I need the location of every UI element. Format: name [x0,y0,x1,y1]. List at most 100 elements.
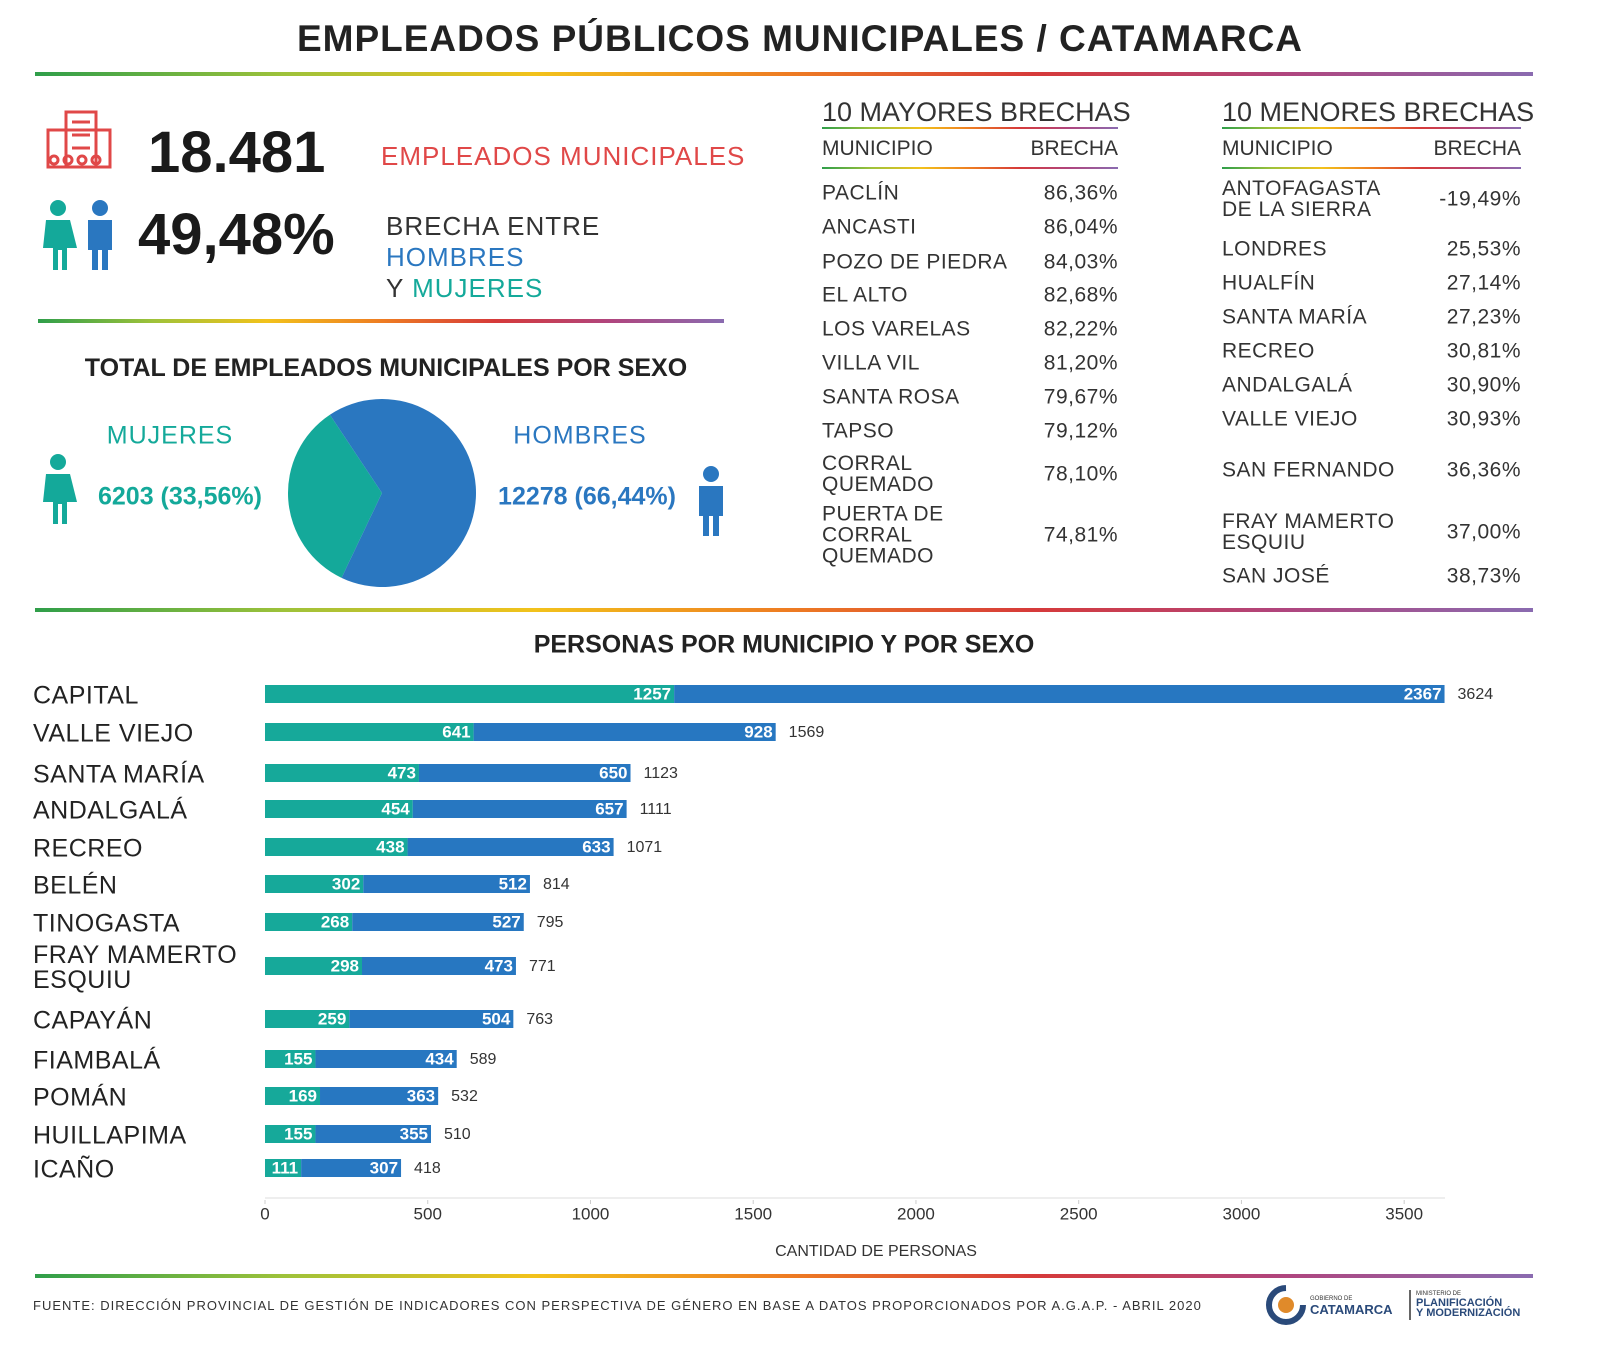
municipio: FRAY MAMERTO ESQUIU [1222,510,1395,554]
logo-text: MINISTERIO DE [1416,1291,1462,1297]
category-label: POMÁN [33,1083,128,1112]
column-header: MUNICIPIO [822,137,933,160]
municipio: LONDRES [1222,237,1328,261]
category-label: CAPAYÁN [33,1006,153,1035]
total-label: 1123 [644,765,679,782]
segment-label: 298 [331,956,359,975]
municipio: SAN JOSÉ [1222,564,1330,588]
segment-label: 155 [284,1049,312,1068]
total-label: 510 [444,1126,471,1143]
pie-slice [329,399,477,587]
label-part: MUJERES [412,273,544,303]
municipio: SANTA MARÍA [1222,305,1368,329]
x-tick-label: 1500 [734,1204,772,1223]
logo-text: Y MODERNIZACIÓN [1416,1307,1521,1319]
table-title: 10 MENORES BRECHAS [1222,97,1535,127]
municipio: ANTOFAGASTA DE LA SIERRA [1222,177,1381,221]
municipio: ANCASTI [822,215,917,239]
divider [822,127,1118,129]
bar-segment [265,838,408,856]
bar-segment [418,764,631,782]
category-label: ICAÑO [33,1155,115,1184]
stat-value: 49,48% [138,202,335,267]
bar-segment [265,1159,302,1177]
segment-label: 111 [272,1158,299,1177]
segment-label: 1257 [633,684,671,703]
pie-slice [288,414,382,578]
segment-label: 527 [492,912,520,931]
brecha: 74,81% [1043,523,1118,547]
brecha: 30,90% [1446,373,1521,397]
category-label: BELÉN [33,871,118,900]
segment-label: 259 [318,1009,346,1028]
brecha: -19,49% [1439,187,1521,211]
total-label: 1071 [627,839,663,856]
divider [1222,127,1521,129]
total-label: 814 [543,876,570,893]
divider [1222,167,1521,169]
segment-label: 155 [284,1124,312,1143]
total-label: 795 [537,914,564,931]
brecha: 86,36% [1043,181,1118,205]
brecha: 36,36% [1446,458,1521,482]
brecha: 30,93% [1446,407,1521,431]
bar-segment [674,685,1445,703]
municipio: CORRAL QUEMADO [822,452,935,496]
total-label: 763 [526,1011,553,1028]
bar-segment [352,913,524,931]
x-tick-label: 0 [260,1204,269,1223]
category-label: FIAMBALÁ [33,1046,161,1075]
label-part: BRECHA ENTRE [386,211,601,241]
municipio: SANTA ROSA [822,385,960,409]
segment-label: 657 [595,799,623,818]
municipio: PACLÍN [822,181,900,205]
segment-label: 504 [482,1009,511,1028]
segment-label: 641 [442,722,470,741]
chart-title: TOTAL DE EMPLEADOS MUNICIPALES POR SEXO [84,354,688,382]
segment-label: 928 [744,722,772,741]
bar-segment [265,1050,316,1068]
bar-segment [473,723,776,741]
divider [35,1274,1533,1278]
segment-label: 302 [332,874,360,893]
stat-label: EMPLEADOS MUNICIPALES [381,141,746,171]
municipio: EL ALTO [822,283,908,307]
segment-label: 434 [425,1049,454,1068]
brecha: 81,20% [1043,351,1118,375]
divider [822,167,1118,169]
divider [38,319,724,323]
brecha: 27,23% [1446,305,1521,329]
total-label: 3624 [1458,686,1494,703]
bar-segment [265,1125,316,1143]
bar-segment [407,838,614,856]
chart-title: PERSONAS POR MUNICIPIO Y POR SEXO [534,631,1035,659]
label-part: Y [386,273,404,303]
bar-segment [349,1010,514,1028]
logo-text: PLANIFICACIÓN [1416,1297,1503,1309]
municipio: LOS VARELAS [822,317,971,341]
pie-value-label: 6203 (33,56%) [98,483,262,511]
brecha: 86,04% [1043,215,1118,239]
total-label: 532 [451,1088,478,1105]
x-tick-label: 500 [414,1204,442,1223]
bar-segment [265,957,362,975]
total-label: 589 [470,1051,497,1068]
column-header: BRECHA [1433,137,1521,160]
bar-segment [265,800,413,818]
label-part: HOMBRES [386,242,525,272]
total-label: 418 [414,1160,441,1177]
brecha: 27,14% [1446,271,1521,295]
pie-label: MUJERES [107,422,233,450]
x-axis-label: CANTIDAD DE PERSONAS [775,1243,977,1260]
woman-icon [43,454,77,524]
bar-segment [315,1125,431,1143]
municipio: TAPSO [822,419,895,443]
divider [35,608,1533,612]
x-tick-label: 3500 [1385,1204,1423,1223]
column-header: MUNICIPIO [1222,137,1333,160]
bar-segment [265,1010,350,1028]
municipio: RECREO [1222,339,1315,363]
bar-segment [265,1087,321,1105]
